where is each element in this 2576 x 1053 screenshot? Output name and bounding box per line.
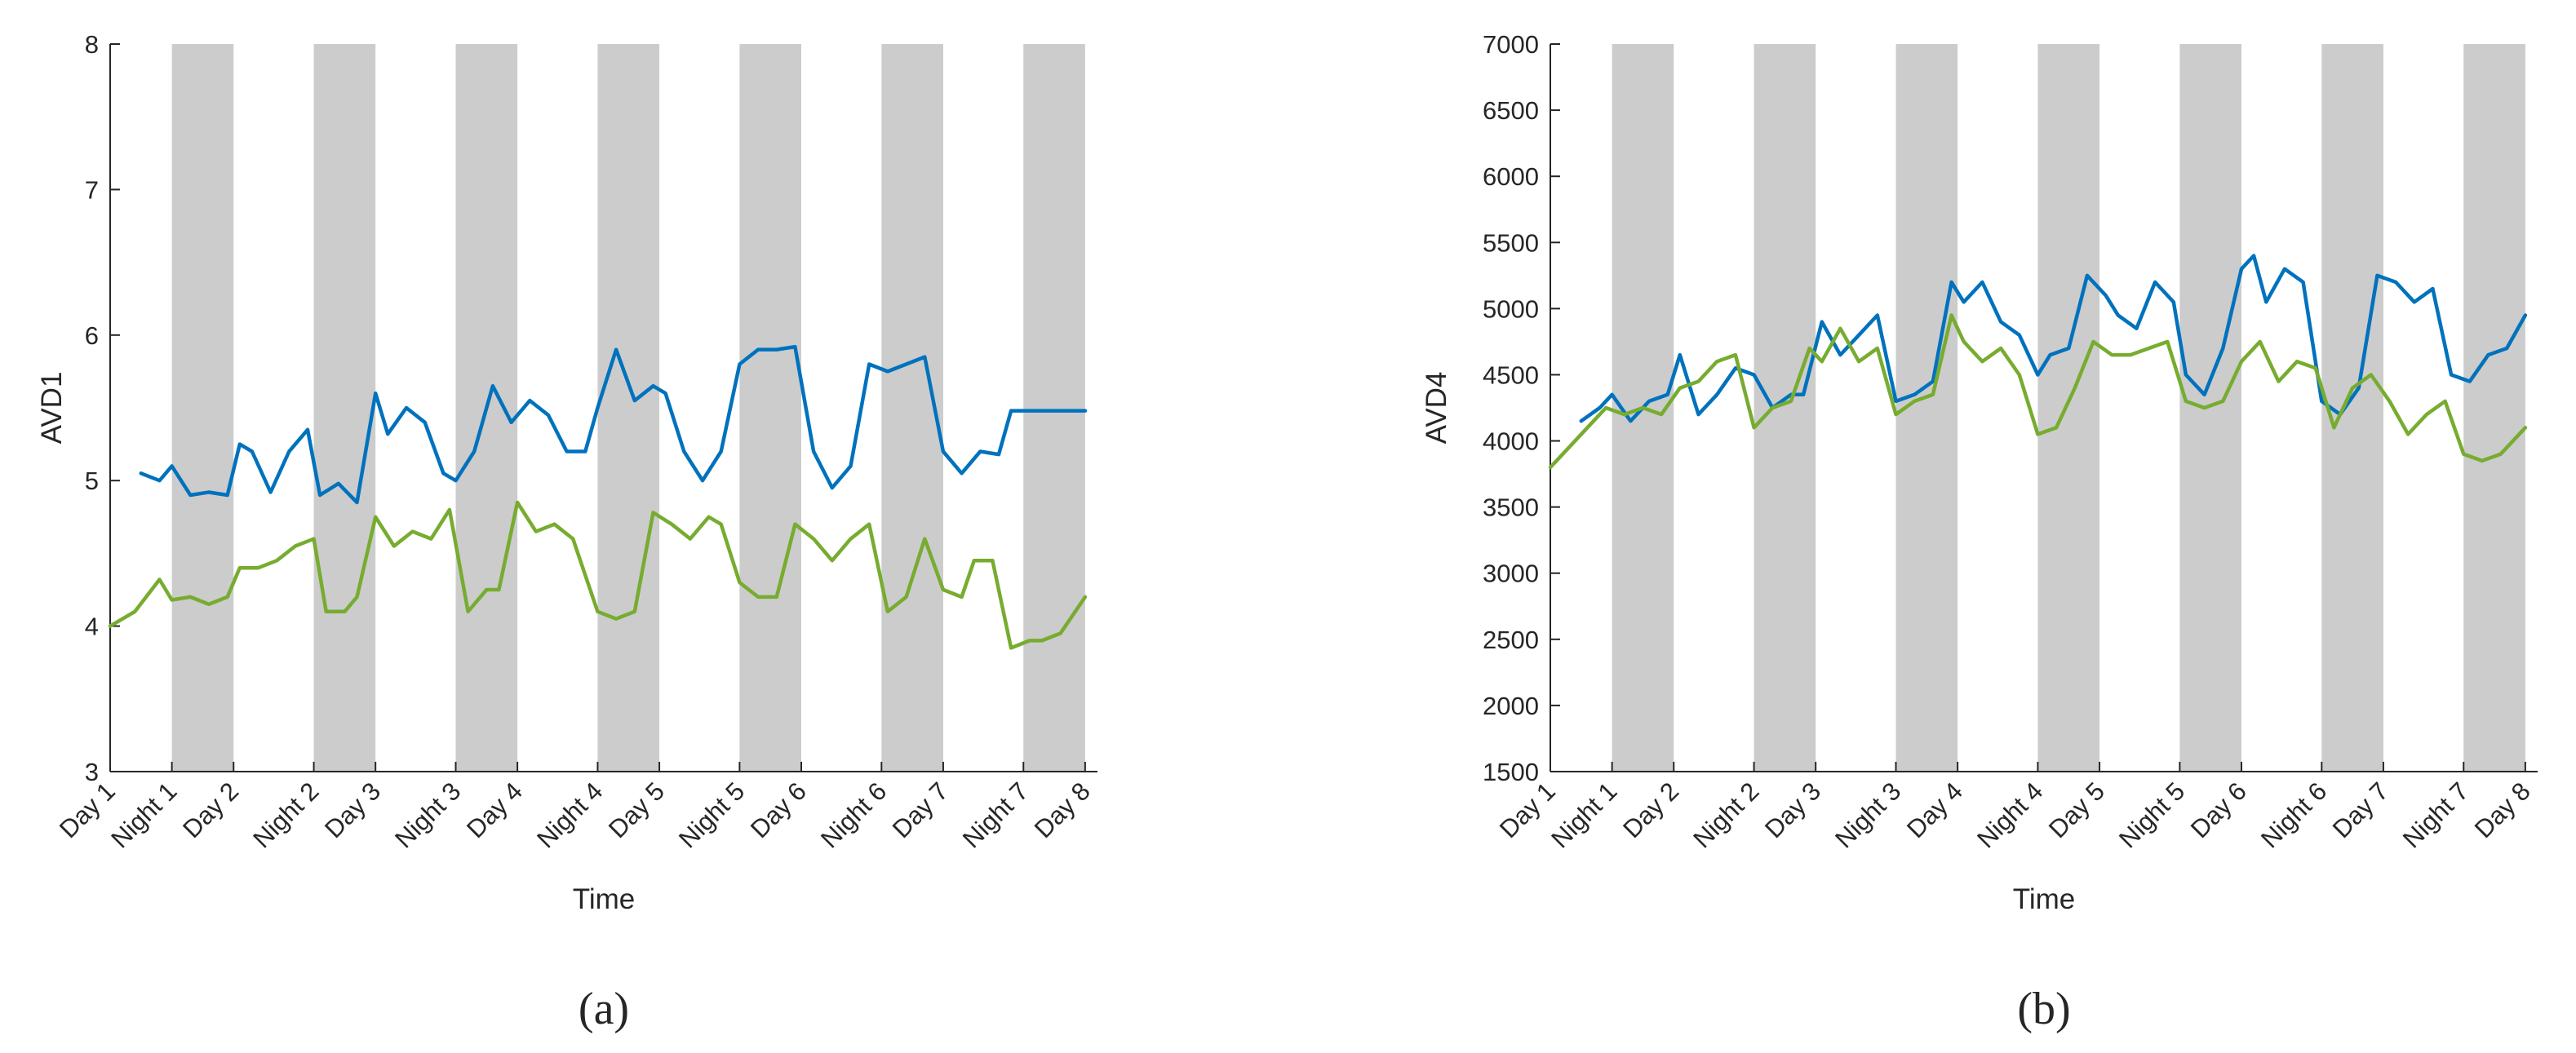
x-tick-label-a: Day 8 bbox=[1029, 776, 1096, 843]
x-axis-label-a: Time bbox=[573, 883, 635, 915]
x-tick-label-a: Night 5 bbox=[673, 776, 750, 853]
x-tick-label-b: Day 7 bbox=[2327, 776, 2394, 843]
x-tick-label-b: Day 4 bbox=[1901, 776, 1968, 843]
x-tick-label-b: Night 3 bbox=[1829, 776, 1906, 853]
y-tick-label-b: 2000 bbox=[1483, 692, 1539, 720]
x-tick-label-a: Day 7 bbox=[887, 776, 954, 843]
y-tick-label-b: 2500 bbox=[1483, 626, 1539, 654]
x-tick-label-a: Night 2 bbox=[247, 776, 324, 853]
y-tick-label-b: 4500 bbox=[1483, 361, 1539, 389]
x-tick-label-b: Day 3 bbox=[1759, 776, 1826, 843]
x-tick-label-b: Night 1 bbox=[1545, 776, 1622, 853]
night-band-a bbox=[1023, 44, 1085, 772]
x-tick-label-a: Day 3 bbox=[319, 776, 386, 843]
y-tick-label-b: 4000 bbox=[1483, 427, 1539, 456]
series-line-a-0 bbox=[139, 344, 1088, 505]
x-tick-label-a: Day 5 bbox=[603, 776, 670, 843]
y-tick-label-b: 6500 bbox=[1483, 96, 1539, 125]
y-tick-label-b: 3000 bbox=[1483, 560, 1539, 588]
night-band-a bbox=[313, 44, 376, 772]
x-tick-label-a: Night 3 bbox=[389, 776, 466, 853]
x-tick-label-b: Day 8 bbox=[2469, 776, 2536, 843]
y-tick-label-a: 3 bbox=[85, 758, 99, 786]
night-band-b bbox=[2037, 44, 2100, 772]
night-band-a bbox=[597, 44, 660, 772]
y-tick-label-a: 4 bbox=[85, 613, 99, 641]
night-band-a bbox=[739, 44, 801, 772]
series-line-b-0 bbox=[1579, 254, 2528, 423]
x-tick-label-a: Night 4 bbox=[531, 776, 608, 853]
x-tick-label-b: Night 5 bbox=[2113, 776, 2190, 853]
x-tick-label-b: Night 6 bbox=[2255, 776, 2332, 853]
x-tick-label-a: Day 6 bbox=[745, 776, 812, 843]
x-tick-label-a: Night 1 bbox=[105, 776, 182, 853]
x-tick-label-b: Day 6 bbox=[2185, 776, 2252, 843]
panel-label-a: (a) bbox=[579, 984, 629, 1034]
y-tick-label-b: 3500 bbox=[1483, 493, 1539, 522]
x-axis-label-b: Time bbox=[2013, 883, 2075, 915]
y-tick-label-b: 6000 bbox=[1483, 162, 1539, 191]
x-tick-label-a: Night 7 bbox=[957, 776, 1034, 853]
night-band-b bbox=[1754, 44, 1816, 772]
x-tick-label-b: Night 7 bbox=[2397, 776, 2474, 853]
y-tick-label-a: 5 bbox=[85, 467, 99, 495]
series-line-b-1 bbox=[1548, 313, 2528, 470]
x-tick-label-a: Day 2 bbox=[177, 776, 244, 843]
y-tick-label-a: 6 bbox=[85, 321, 99, 350]
night-band-b bbox=[2463, 44, 2525, 772]
y-tick-label-b: 1500 bbox=[1483, 758, 1539, 786]
y-tick-label-a: 8 bbox=[85, 30, 99, 59]
x-tick-label-b: Day 2 bbox=[1617, 776, 1684, 843]
y-tick-label-b: 5500 bbox=[1483, 228, 1539, 257]
x-tick-label-b: Night 4 bbox=[1971, 776, 2048, 853]
x-tick-label-b: Night 2 bbox=[1687, 776, 1764, 853]
x-tick-label-b: Day 5 bbox=[2043, 776, 2110, 843]
series-line-a-1 bbox=[108, 500, 1088, 650]
y-tick-label-b: 7000 bbox=[1483, 30, 1539, 59]
y-tick-label-a: 7 bbox=[85, 175, 99, 204]
x-tick-label-a: Night 6 bbox=[815, 776, 892, 853]
y-tick-label-b: 5000 bbox=[1483, 294, 1539, 323]
night-band-b bbox=[2179, 44, 2241, 772]
night-band-a bbox=[171, 44, 234, 772]
x-tick-label-a: Day 4 bbox=[461, 776, 528, 843]
y-axis-label-b: AVD4 bbox=[1421, 372, 1452, 445]
y-axis-label-a: AVD1 bbox=[36, 372, 68, 445]
panel-label-b: (b) bbox=[2017, 984, 2070, 1034]
